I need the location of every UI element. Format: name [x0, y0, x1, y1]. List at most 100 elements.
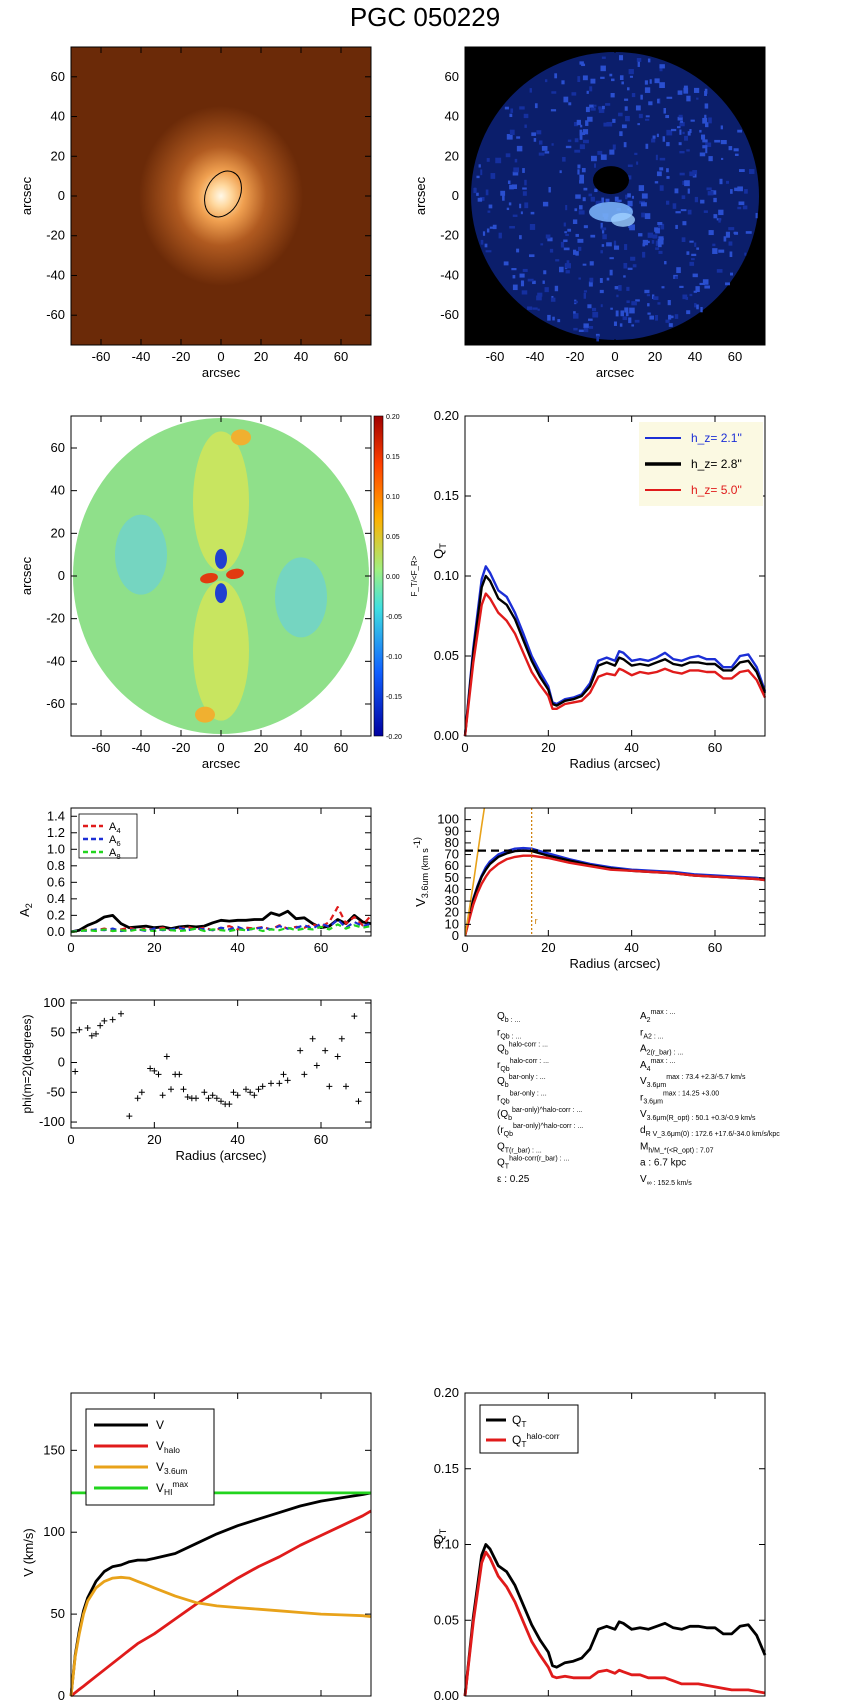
residual-speckle — [575, 194, 581, 199]
residual-speckle — [627, 193, 631, 198]
figure-title: PGC 050229 — [349, 2, 501, 32]
residual-speckle — [610, 307, 613, 310]
residual-speckle — [583, 290, 588, 293]
legend-label: Vhalo — [156, 1439, 180, 1455]
residual-speckle — [629, 307, 635, 314]
panel-rotation-decomposition: 0204060050100150Radius (arcsec)V (km/s)V… — [21, 1392, 372, 1700]
residual-speckle — [696, 97, 699, 100]
residual-speckle — [682, 131, 685, 135]
residual-speckle — [672, 203, 677, 209]
y-tick-label: 0.20 — [434, 1385, 459, 1400]
data-point — [343, 1083, 349, 1090]
residual-speckle — [686, 251, 690, 255]
x-tick-label: 40 — [230, 1132, 244, 1147]
residual-speckle — [559, 266, 564, 273]
y-tick-label: 0.05 — [434, 1612, 459, 1627]
x-tick-label: 0 — [461, 940, 468, 955]
residual-speckle — [587, 304, 592, 309]
residual-speckle — [479, 196, 485, 201]
y-tick-label: 0 — [58, 188, 65, 203]
residual-speckle — [512, 284, 518, 291]
colorbar-tick-label: -0.10 — [386, 654, 402, 661]
residual-speckle — [504, 106, 509, 110]
residual-speckle — [712, 248, 718, 254]
residual-speckle — [645, 143, 649, 149]
series-line — [70, 1509, 372, 1698]
data-point — [276, 1080, 283, 1087]
legend-label: A8 — [109, 847, 121, 861]
residual-speckle — [578, 277, 581, 280]
residual-speckle — [624, 244, 628, 250]
residual-speckle — [734, 153, 739, 156]
data-point — [309, 1035, 316, 1042]
residual-speckle — [657, 221, 663, 225]
y-tick-label: 70 — [445, 847, 459, 862]
residual-speckle — [641, 212, 645, 218]
residual-speckle — [578, 210, 585, 215]
residual-speckle — [589, 261, 594, 266]
residual-speckle — [684, 180, 690, 187]
info-left-item: Qbbar-only : ... — [497, 1074, 546, 1089]
residual-speckle — [636, 58, 642, 62]
residual-speckle — [563, 247, 570, 251]
info-left-item: (Qbbar-only)^halo-corr : ... — [497, 1107, 582, 1122]
residual-speckle — [659, 185, 664, 191]
residual-speckle — [611, 78, 615, 82]
residual-speckle — [523, 113, 529, 119]
residual-speckle — [565, 145, 572, 149]
y-tick-label: 0 — [58, 1055, 65, 1070]
residual-speckle — [492, 224, 497, 230]
residual-speckle — [554, 73, 558, 79]
residual-speckle — [480, 239, 484, 245]
data-point — [97, 1022, 104, 1029]
data-point — [168, 1086, 174, 1093]
residual-speckle — [612, 144, 616, 150]
residual-speckle — [534, 103, 538, 109]
x-tick-label: 0 — [217, 349, 224, 364]
x-tick-label: 40 — [294, 349, 308, 364]
legend-label: VHImax — [156, 1479, 189, 1497]
residual-speckle — [679, 121, 685, 127]
residual-speckle — [574, 138, 579, 143]
colorbar-tick-label: 0.15 — [386, 454, 400, 461]
panel-image-3.6um: -60 -40 -20 0 20 40 60 60 40 20 0 -20 -40 -60 arcsec ar… — [19, 46, 372, 380]
data-point — [326, 1083, 333, 1090]
residual-speckle — [680, 209, 687, 212]
data-point — [313, 1062, 320, 1069]
y-tick-label: 80 — [445, 835, 459, 850]
residual-speckle — [659, 65, 663, 72]
residual-speckle — [676, 267, 681, 274]
residual-speckle — [687, 131, 691, 136]
panel-image-residual: -60 -40 -20 0 20 40 60 60 40 20 0 -20 -40 -60 arcsec ar… — [413, 46, 766, 380]
residual-speckle — [551, 91, 557, 94]
x-tick-label: 60 — [314, 940, 328, 955]
y-tick-label: 60 — [445, 858, 459, 873]
residual-speckle — [487, 210, 491, 213]
residual-speckle — [519, 203, 522, 209]
residual-speckle — [713, 197, 717, 203]
residual-speckle — [595, 333, 600, 337]
residual-speckle — [628, 69, 634, 75]
x-tick-label: 60 — [728, 349, 742, 364]
residual-speckle — [486, 158, 490, 162]
residual-speckle — [610, 92, 615, 98]
y-tick-label: 1.2 — [47, 825, 65, 840]
residual-speckle — [609, 269, 613, 276]
y-axis-label: A2 — [17, 903, 34, 917]
residual-speckle — [522, 187, 527, 190]
y-tick-label: 10 — [445, 916, 459, 931]
info-left-item: QT(r_bar) : ... — [497, 1141, 542, 1154]
residual-speckle — [700, 307, 703, 313]
residual-speckle — [689, 240, 694, 243]
residual-speckle — [583, 292, 587, 299]
residual-speckle — [721, 157, 724, 160]
series-line — [69, 1575, 372, 1697]
residual-speckle — [744, 189, 748, 194]
x-tick-label: 0 — [67, 940, 74, 955]
residual-speckle — [744, 252, 747, 256]
residual-speckle — [592, 307, 597, 312]
y-axis-label: arcsec — [413, 176, 428, 215]
residual-speckle — [520, 280, 525, 287]
residual-speckle — [694, 303, 697, 308]
residual-speckle — [676, 126, 681, 129]
